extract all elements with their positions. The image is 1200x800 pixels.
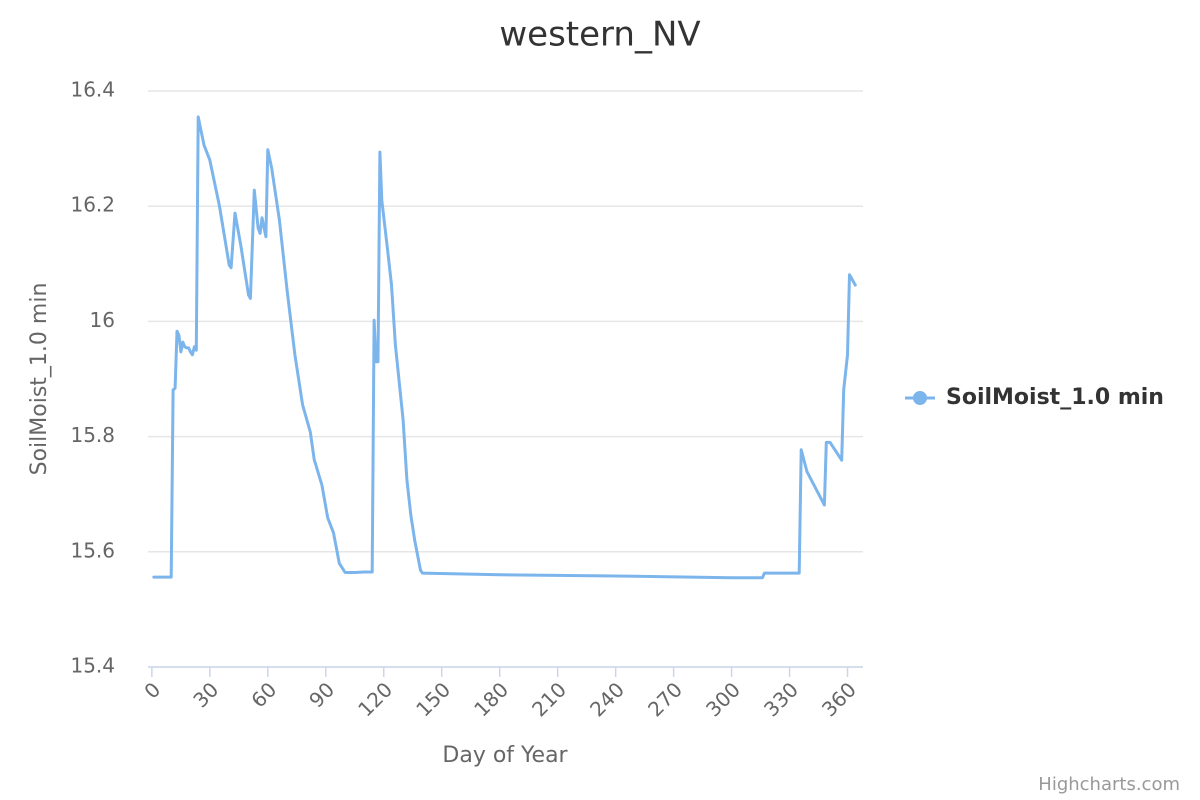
x-tick-label: 150 — [411, 677, 455, 721]
chart-title: western_NV — [499, 15, 700, 55]
y-tick-label: 15.6 — [70, 538, 115, 562]
x-tick-label: 90 — [304, 677, 339, 712]
x-tick-label: 30 — [188, 677, 223, 712]
x-tick-label: 330 — [759, 677, 803, 721]
x-tick-label: 270 — [643, 677, 687, 721]
x-tick-label: 60 — [246, 677, 281, 712]
x-tick-label: 180 — [469, 677, 513, 721]
y-tick-label: 16 — [90, 308, 115, 332]
x-tick-label: 240 — [585, 677, 629, 721]
x-tick-label: 360 — [817, 677, 861, 721]
y-tick-label: 15.4 — [70, 654, 115, 678]
legend-label[interactable]: SoilMoist_1.0 min — [946, 385, 1164, 410]
legend-symbol — [913, 391, 927, 405]
y-tick-label: 16.2 — [70, 193, 115, 217]
series-line — [152, 115, 857, 580]
x-axis-title: Day of Year — [442, 743, 568, 768]
x-tick-label: 120 — [353, 677, 397, 721]
x-tick-label: 0 — [139, 677, 165, 703]
x-tick-label: 300 — [701, 677, 745, 721]
y-tick-label: 16.4 — [70, 78, 115, 102]
y-tick-label: 15.8 — [70, 423, 115, 447]
credits[interactable]: Highcharts.com — [1038, 774, 1180, 795]
x-tick-label: 210 — [527, 677, 571, 721]
y-axis-title: SoilMoist_1.0 min — [27, 283, 52, 476]
